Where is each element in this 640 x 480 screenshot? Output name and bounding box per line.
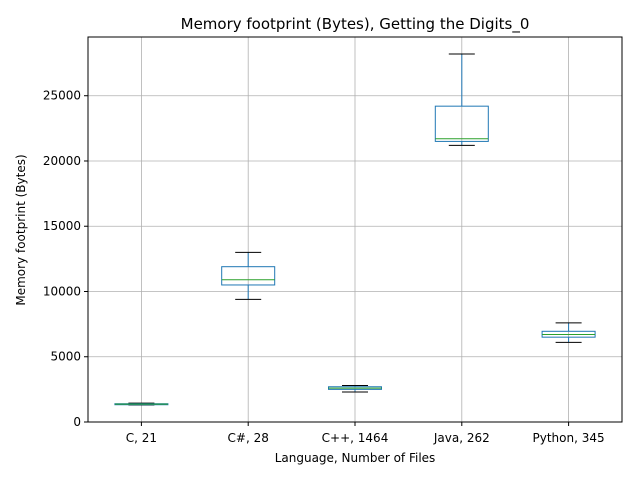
x-axis-ticks: C, 21 C#, 28 C++, 1464 Java, 262 Python, 345	[126, 422, 605, 445]
x-tick-label: C++, 1464	[322, 431, 389, 445]
y-axis-ticks: 0 5000 10000 15000 20000 25000	[43, 89, 88, 429]
iqr-box	[221, 266, 276, 286]
x-tick-label: C, 21	[126, 431, 157, 445]
box-0	[114, 402, 169, 406]
y-tick-label: 0	[73, 415, 81, 429]
x-tick-label: Java, 262	[433, 431, 490, 445]
y-tick-label: 25000	[43, 89, 81, 103]
y-tick-label: 5000	[50, 350, 81, 364]
y-axis-label: Memory footprint (Bytes)	[14, 154, 28, 305]
grid-lines	[88, 37, 622, 423]
iqr-box	[434, 105, 489, 142]
x-axis-label: Language, Number of Files	[275, 451, 436, 465]
x-tick-label: C#, 28	[228, 431, 269, 445]
box-series	[114, 53, 596, 406]
box-3	[434, 53, 489, 146]
chart-title: Memory footprint (Bytes), Getting the Di…	[181, 15, 530, 34]
x-tick-label: Python, 345	[533, 431, 605, 445]
y-tick-label: 20000	[43, 154, 81, 168]
y-tick-label: 10000	[43, 284, 81, 298]
box-4	[541, 322, 596, 343]
y-tick-label: 15000	[43, 219, 81, 233]
box-2	[328, 384, 382, 393]
box-1	[221, 251, 276, 300]
